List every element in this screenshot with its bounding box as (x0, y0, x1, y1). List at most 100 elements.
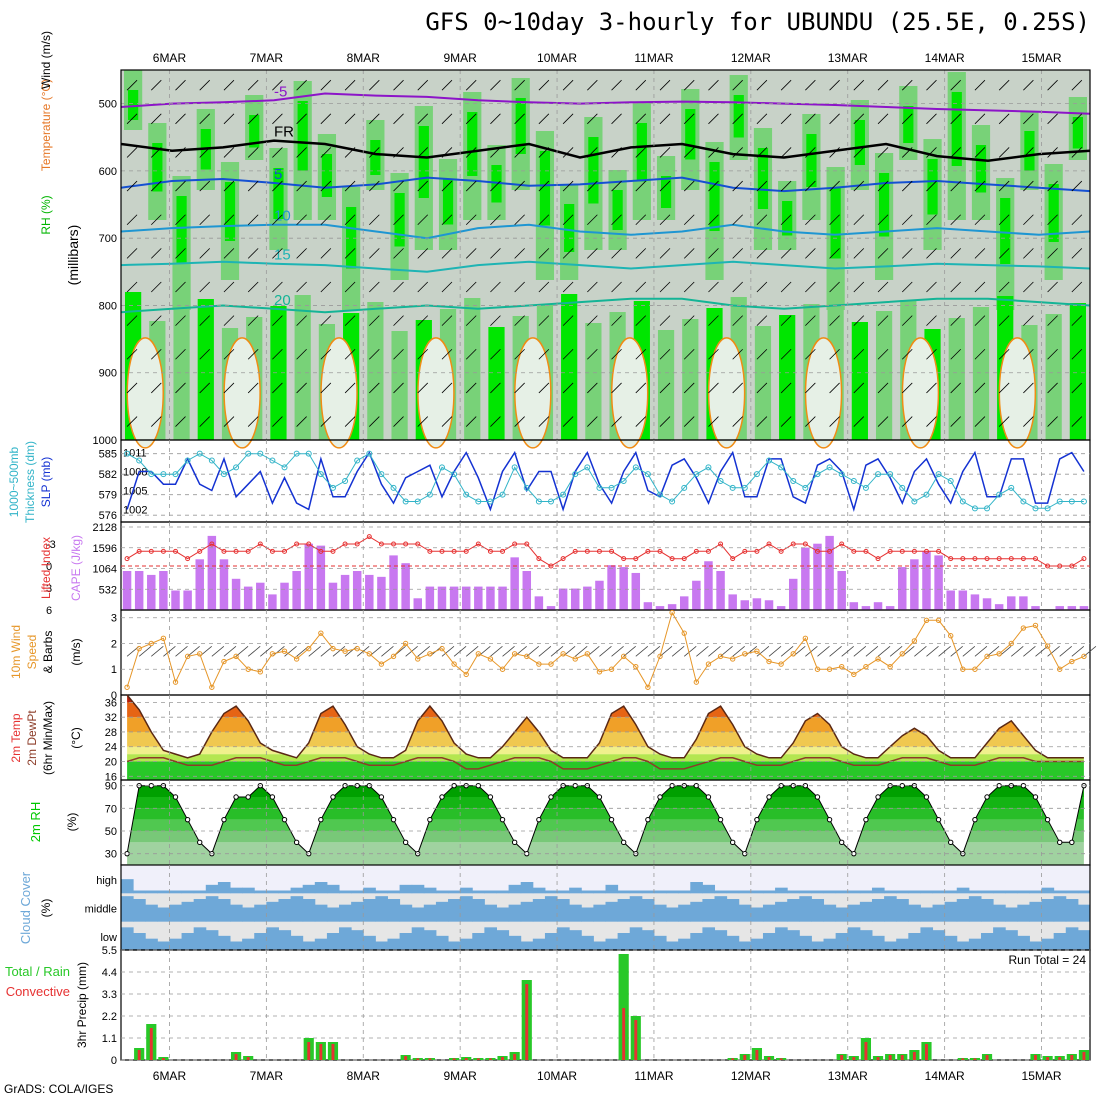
wind-barb (223, 382, 235, 394)
rh2m-point (1069, 839, 1075, 846)
cloud-level-label: middle (85, 904, 117, 916)
thickness-point (451, 471, 458, 478)
wind-barb (780, 79, 792, 91)
cloud-high-bar (387, 890, 401, 894)
wind-barb (1071, 315, 1083, 326)
isotherm-label: -5 (274, 83, 287, 100)
wind-barb (514, 348, 525, 360)
cloud-high-bar (181, 890, 195, 894)
wind-barb (901, 214, 913, 226)
cloud-high-bar (544, 890, 558, 894)
wind-barb (998, 147, 1010, 158)
thickness-tick: 579 (99, 490, 117, 502)
cape-bar (134, 570, 144, 610)
wind-barb (635, 416, 647, 427)
wind-barb (587, 281, 598, 293)
wind-barb (344, 180, 356, 192)
precip-convective-bar (925, 1044, 928, 1060)
precip-convective-bar (840, 1055, 844, 1060)
wind-barb (465, 315, 477, 326)
cape-bar (498, 586, 507, 610)
rh-core (1024, 131, 1035, 171)
wind-speed-point (584, 651, 591, 657)
lifted-index-point (197, 548, 203, 554)
wind-barb (1023, 113, 1034, 125)
wind-barb (199, 281, 211, 293)
wind-barb (465, 348, 477, 360)
cloud-low-bar (750, 938, 764, 950)
lifted-index-point (548, 563, 554, 569)
wind-speed-point (887, 663, 893, 670)
lifted-index-point (936, 548, 942, 554)
precip-convective-bar (488, 1058, 492, 1060)
precip-convective-bar (1046, 1057, 1050, 1060)
rh-core (515, 98, 526, 154)
thickness-point (414, 498, 421, 505)
lifted-index-point (403, 541, 409, 547)
cloud-middle-bar (290, 896, 304, 922)
cloud-low-bar (448, 941, 461, 950)
precip-tick: 2.2 (102, 1011, 117, 1023)
wind-barb (562, 315, 574, 326)
cloud-middle-bar (811, 899, 825, 922)
cloud-middle-bar (205, 896, 219, 922)
cloud-high-bar (1077, 890, 1091, 894)
wind-barb (780, 315, 792, 326)
rh-core (612, 190, 623, 230)
wind-barb (635, 214, 647, 226)
wind-barb (732, 315, 743, 326)
surface-wind-barb (671, 646, 685, 657)
rh-low-band (367, 302, 384, 440)
cloud-low-bar (884, 941, 897, 950)
wind-barb (562, 348, 574, 360)
temp-axis-label: Temperature (°C) (39, 79, 53, 171)
thickness-point (329, 484, 336, 491)
cloud-middle-bar (629, 896, 643, 922)
wind-barb (732, 416, 743, 427)
cloud-low-bar (678, 938, 691, 950)
wind-barb (369, 79, 380, 91)
wind-barb (756, 79, 768, 91)
wind-barb (1023, 147, 1034, 158)
cloud-middle-bar (266, 901, 279, 922)
cape-bar (256, 582, 265, 610)
wind-barb (756, 180, 768, 192)
rh2m-point (838, 839, 845, 846)
precip-convective-bar (634, 1020, 638, 1060)
temp-band (127, 746, 1084, 755)
wind-tick: 1 (111, 664, 117, 676)
cloud-high-bar (993, 890, 1006, 894)
rh-core (685, 109, 696, 160)
lifted-index-point (451, 548, 457, 554)
cape-bar (910, 559, 919, 610)
wind-speed-point (136, 645, 142, 652)
wind-barb (344, 214, 356, 226)
cloud-low-bar (871, 935, 885, 950)
isotherm-label: 10 (274, 208, 291, 225)
lifted-index-point (427, 548, 433, 554)
wind-speed-point (390, 653, 397, 660)
surface-wind-barb (151, 646, 164, 657)
wind-barb (441, 382, 453, 394)
lifted-index-point (282, 548, 288, 554)
precip-convective-label: Convective (6, 984, 70, 999)
cape-bar (752, 598, 762, 610)
thickness-point (378, 471, 385, 478)
wind-barb (465, 416, 477, 427)
rh-low-band (270, 306, 287, 440)
cloud-high-bar (775, 887, 788, 894)
thickness-point (1080, 498, 1087, 505)
wind-speed-point (293, 656, 300, 662)
lifted-index-point (245, 548, 251, 554)
wind-barb (465, 113, 477, 125)
cloud-low-bar (169, 938, 183, 950)
wind-barb (708, 315, 719, 326)
wind-barb (877, 147, 889, 158)
cloud-high-bar (569, 887, 582, 894)
cloud-middle-bar (690, 901, 703, 922)
wind-speed-point (330, 645, 336, 652)
wind-barb (611, 348, 622, 360)
cloud-low-bar (726, 935, 740, 950)
precip-convective-bar (246, 1057, 250, 1060)
rh2m-point (1057, 839, 1063, 846)
